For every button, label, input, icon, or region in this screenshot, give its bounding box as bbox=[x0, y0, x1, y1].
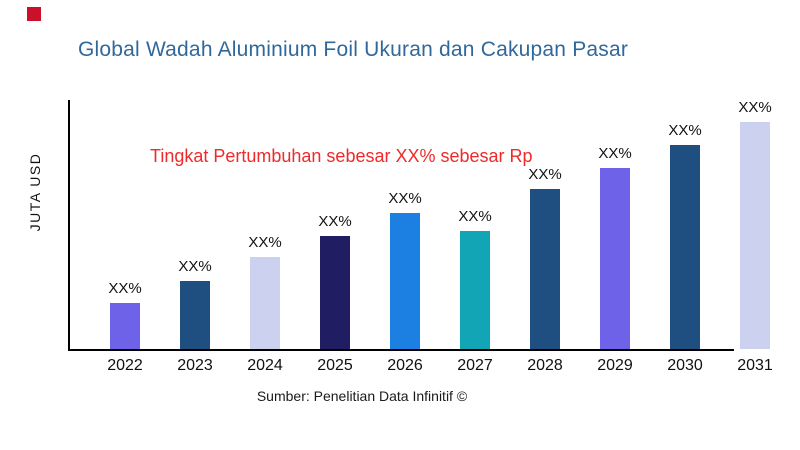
bar-2022 bbox=[110, 303, 140, 349]
bar-value-label-2023: XX% bbox=[178, 258, 212, 275]
bar-value-label-2022: XX% bbox=[108, 280, 142, 297]
bar-value-label-2026: XX% bbox=[388, 190, 422, 207]
bar-value-label-2027: XX% bbox=[458, 208, 492, 225]
y-axis-line bbox=[68, 100, 70, 351]
x-tick-label-2024: 2024 bbox=[247, 357, 283, 374]
x-tick-label-2027: 2027 bbox=[457, 357, 493, 374]
brand-mark-square bbox=[27, 7, 41, 21]
bar-2025 bbox=[320, 236, 350, 349]
x-tick-label-2026: 2026 bbox=[387, 357, 423, 374]
bar-2030 bbox=[670, 145, 700, 349]
bar-2031 bbox=[740, 122, 770, 349]
x-tick-label-2030: 2030 bbox=[667, 357, 703, 374]
bar-value-label-2024: XX% bbox=[248, 234, 282, 251]
bar-value-label-2029: XX% bbox=[598, 145, 632, 162]
growth-annotation: Tingkat Pertumbuhan sebesar XX% sebesar … bbox=[150, 146, 533, 166]
bar-value-label-2030: XX% bbox=[668, 122, 702, 139]
y-axis-label: JUTA USD bbox=[27, 152, 43, 232]
source-caption: Sumber: Penelitian Data Infinitif © bbox=[256, 388, 468, 404]
bar-2024 bbox=[250, 257, 280, 349]
bar-value-label-2031: XX% bbox=[738, 99, 772, 116]
x-tick-label-2029: 2029 bbox=[597, 357, 633, 374]
x-tick-label-2031: 2031 bbox=[737, 357, 773, 374]
x-tick-label-2028: 2028 bbox=[527, 357, 563, 374]
chart-title: Global Wadah Aluminium Foil Ukuran dan C… bbox=[78, 38, 629, 61]
bar-value-label-2025: XX% bbox=[318, 213, 352, 230]
x-tick-label-2022: 2022 bbox=[107, 357, 143, 374]
bar-value-label-2028: XX% bbox=[528, 166, 562, 183]
bar-2023 bbox=[180, 281, 210, 349]
x-tick-label-2023: 2023 bbox=[177, 357, 213, 374]
bar-2029 bbox=[600, 168, 630, 349]
x-tick-label-2025: 2025 bbox=[317, 357, 353, 374]
bar-2028 bbox=[530, 189, 560, 349]
bar-2026 bbox=[390, 213, 420, 349]
x-axis-line bbox=[68, 349, 734, 351]
bar-2027 bbox=[460, 231, 490, 349]
